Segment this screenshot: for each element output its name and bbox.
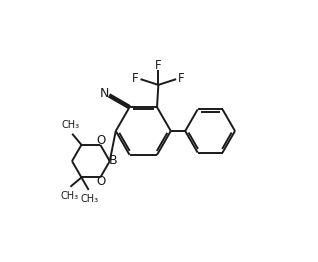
Text: F: F [132,72,139,85]
Text: B: B [109,154,117,167]
Text: CH₃: CH₃ [62,119,80,130]
Text: O: O [96,134,106,147]
Text: F: F [178,72,185,85]
Text: N: N [100,87,109,100]
Text: CH₃: CH₃ [81,194,99,204]
Text: F: F [155,59,162,72]
Text: O: O [96,175,106,188]
Text: CH₃: CH₃ [60,191,78,201]
